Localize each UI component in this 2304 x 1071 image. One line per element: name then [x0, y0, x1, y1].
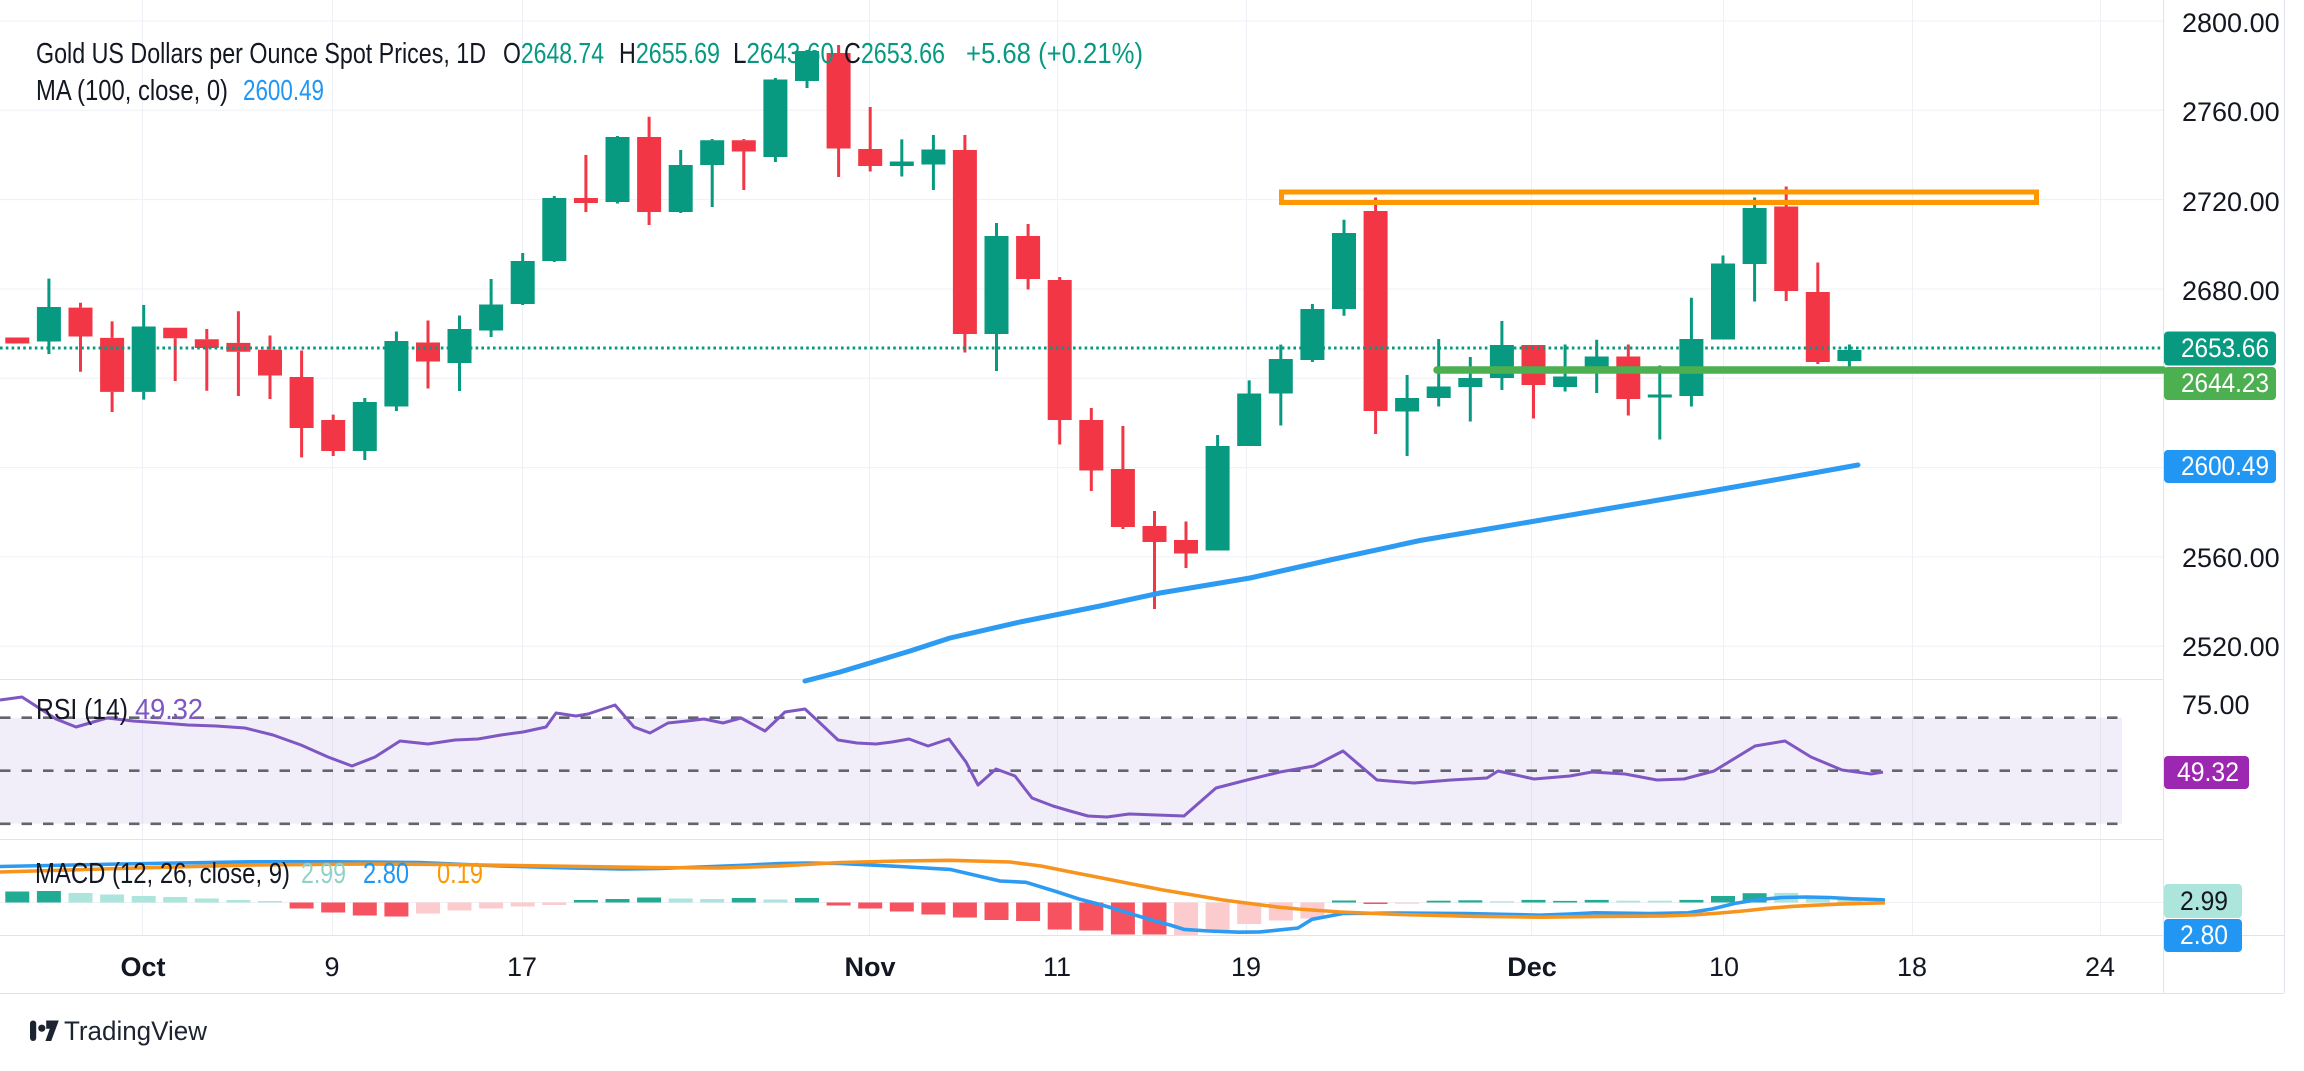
- svg-text:TradingView: TradingView: [64, 1016, 207, 1046]
- svg-text:9: 9: [324, 952, 339, 982]
- svg-text:49.32: 49.32: [2177, 757, 2239, 787]
- svg-text:24: 24: [2085, 952, 2115, 982]
- svg-text:2.80: 2.80: [363, 858, 409, 890]
- svg-text:MACD (12, 26, close, 9): MACD (12, 26, close, 9): [35, 858, 290, 890]
- svg-text:2600.49: 2600.49: [243, 75, 324, 107]
- svg-text:49.32: 49.32: [135, 694, 203, 726]
- svg-text:2.99: 2.99: [2180, 886, 2228, 916]
- svg-text:2600.49: 2600.49: [2181, 451, 2269, 481]
- svg-text:+5.68 (+0.21%): +5.68 (+0.21%): [966, 38, 1143, 70]
- svg-text:Gold US Dollars per Ounce Spot: Gold US Dollars per Ounce Spot Prices, 1…: [36, 38, 486, 70]
- svg-text:19: 19: [1231, 952, 1261, 982]
- svg-text:Nov: Nov: [844, 952, 895, 982]
- svg-text:2800.00: 2800.00: [2182, 8, 2280, 38]
- svg-text:L2643.60: L2643.60: [733, 38, 834, 70]
- svg-text:11: 11: [1043, 952, 1071, 982]
- svg-text:Oct: Oct: [120, 952, 165, 982]
- svg-text:10: 10: [1709, 952, 1739, 982]
- svg-text:Dec: Dec: [1507, 952, 1557, 982]
- svg-text:0.19: 0.19: [437, 858, 483, 890]
- svg-text:2.80: 2.80: [2180, 920, 2228, 950]
- svg-text:2720.00: 2720.00: [2182, 187, 2280, 217]
- svg-text:2653.66: 2653.66: [2181, 333, 2269, 363]
- svg-text:2520.00: 2520.00: [2182, 632, 2280, 662]
- svg-text:C2653.66: C2653.66: [844, 38, 945, 70]
- svg-text:2760.00: 2760.00: [2182, 97, 2280, 127]
- svg-text:MA (100, close, 0): MA (100, close, 0): [36, 75, 228, 107]
- svg-text:2680.00: 2680.00: [2182, 276, 2280, 306]
- svg-text:18: 18: [1897, 952, 1927, 982]
- svg-text:2.99: 2.99: [301, 858, 346, 890]
- svg-text:H2655.69: H2655.69: [619, 38, 720, 70]
- svg-text:75.00: 75.00: [2182, 690, 2250, 720]
- svg-text:17: 17: [507, 952, 537, 982]
- svg-text:RSI (14): RSI (14): [36, 694, 128, 726]
- svg-text:2560.00: 2560.00: [2182, 543, 2280, 573]
- svg-text:2644.23: 2644.23: [2181, 368, 2269, 398]
- svg-text:O2648.74: O2648.74: [503, 38, 604, 70]
